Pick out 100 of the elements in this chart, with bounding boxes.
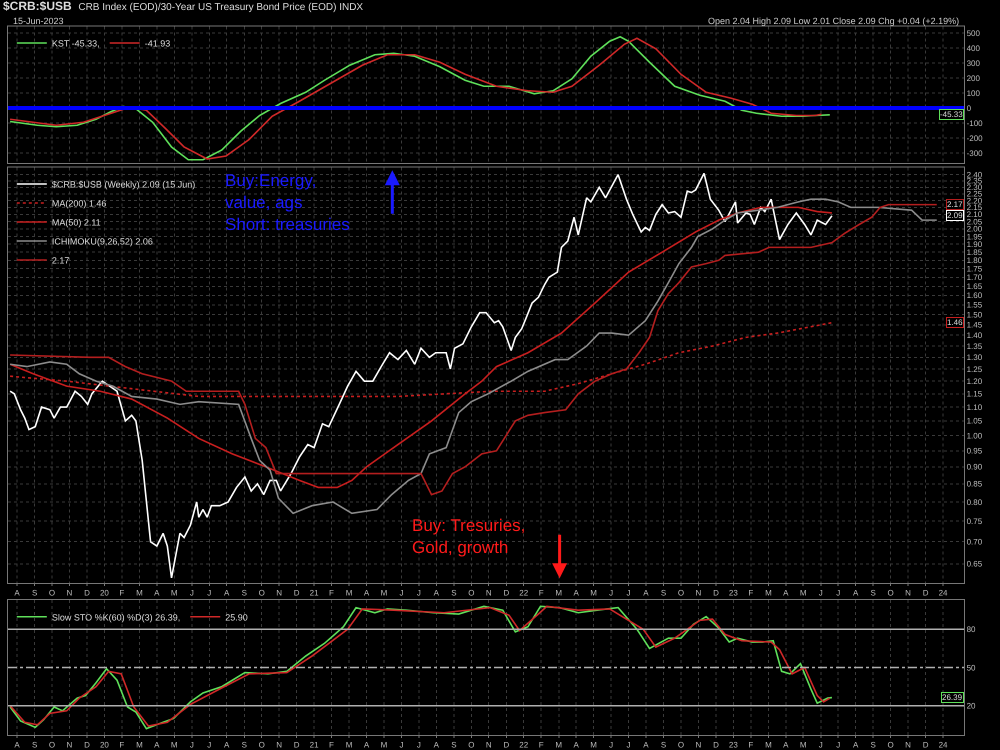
y-tick-label: 0.75 — [966, 516, 983, 526]
x-tick-label: F — [329, 740, 334, 750]
y-tick-label: 1.80 — [966, 256, 983, 266]
x-tick-label: M — [555, 588, 562, 598]
y-tick-label: 2.25 — [966, 190, 983, 199]
y-tick-label: 0.70 — [966, 538, 983, 547]
x-tick-label: O — [48, 588, 56, 598]
x-tick-label: J — [818, 740, 823, 750]
chart-title: $CRB:$USB — [3, 0, 72, 13]
x-tick-label: 23 — [728, 588, 738, 598]
x-tick-label: 21 — [310, 740, 320, 750]
legend-label: -41.93 — [144, 38, 170, 49]
y-tick-label: 1.35 — [966, 342, 983, 351]
x-tick-label: M — [170, 588, 178, 598]
x-tick-label: F — [538, 740, 544, 750]
x-tick-label: D — [713, 588, 720, 598]
x-tick-label: M — [800, 588, 807, 598]
x-tick-label: F — [119, 740, 124, 750]
x-tick-label: A — [783, 740, 790, 750]
x-tick-label: D — [503, 588, 510, 598]
x-tick-label: A — [643, 588, 650, 598]
x-tick-label: O — [888, 740, 894, 750]
x-tick-label: M — [590, 740, 598, 750]
x-tick-label: S — [870, 740, 876, 750]
x-tick-label: 20 — [100, 588, 110, 598]
y-tick-label: 0.85 — [966, 480, 983, 489]
x-tick-label: J — [400, 740, 404, 750]
x-tick-label: S — [242, 740, 247, 750]
x-tick-label: J — [626, 740, 631, 750]
x-tick-label: F — [748, 740, 754, 750]
x-tick-label: A — [364, 740, 370, 750]
x-tick-label: O — [888, 588, 894, 598]
x-tick-label: N — [695, 740, 702, 750]
y-tick-label: 500 — [966, 28, 980, 38]
x-tick-label: M — [346, 588, 353, 598]
x-tick-label: N — [486, 740, 492, 750]
y-tick-label: 1.90 — [966, 240, 983, 250]
x-tick-label: O — [678, 740, 684, 750]
annotation: 1.46 — [947, 318, 964, 327]
x-tick-label: A — [643, 740, 650, 750]
x-tick-label: S — [242, 588, 247, 598]
x-tick-label: 22 — [519, 588, 529, 598]
x-tick-label: M — [136, 588, 144, 598]
y-tick-label: 50 — [966, 663, 976, 672]
x-tick-label: J — [626, 588, 631, 598]
x-tick-label: D — [713, 740, 720, 750]
x-tick-label: F — [538, 588, 544, 598]
x-tick-label: 21 — [310, 588, 320, 598]
x-tick-label: A — [852, 588, 859, 598]
x-tick-label: J — [609, 588, 614, 598]
y-tick-label: 2.00 — [966, 224, 983, 234]
x-tick-label: 24 — [938, 740, 948, 750]
x-tick-label: A — [573, 740, 580, 750]
x-tick-label: D — [922, 740, 929, 750]
x-tick-label: O — [258, 588, 265, 598]
y-tick-label: -300 — [966, 148, 984, 158]
x-tick-label: A — [434, 740, 440, 750]
x-tick-label: F — [119, 588, 124, 598]
x-tick-label: A — [14, 588, 20, 598]
y-tick-label: 1.50 — [966, 310, 983, 320]
y-tick-label: 1.20 — [966, 376, 983, 386]
y-tick-label: 1.15 — [966, 390, 983, 399]
x-tick-label: A — [154, 588, 160, 598]
x-tick-label: O — [468, 740, 474, 750]
x-tick-label: J — [207, 740, 212, 750]
legend-label: MA(200) 1.46 — [52, 198, 106, 209]
x-tick-label: D — [84, 588, 90, 598]
x-tick-label: A — [224, 588, 230, 598]
x-tick-label: S — [32, 588, 38, 598]
x-tick-label: M — [136, 740, 144, 750]
x-tick-label: 22 — [519, 740, 529, 750]
x-tick-label: J — [836, 740, 840, 750]
text: Open 2.04 High 2.09 Low 2.01 Close 2.09 Chg +0.04 (+2.19%) — [708, 16, 960, 26]
y-tick-label: 1.75 — [966, 264, 983, 274]
y-tick-label: 1.60 — [966, 291, 983, 300]
annotation: Buy: Tresuries, Gold, growth — [412, 516, 526, 558]
y-tick-label: 2.40 — [966, 170, 983, 180]
annotation: 26.39 — [942, 693, 963, 702]
x-tick-label: S — [451, 740, 457, 750]
x-tick-label: N — [276, 588, 282, 598]
x-tick-label: O — [678, 588, 684, 598]
legend-label: 2.17 — [52, 256, 70, 266]
x-tick-label: M — [800, 740, 807, 750]
x-tick-label: N — [905, 740, 912, 750]
y-tick-label: -100 — [966, 118, 984, 128]
x-tick-label: S — [660, 740, 666, 750]
x-tick-label: M — [380, 740, 388, 750]
x-tick-label: S — [660, 588, 666, 598]
x-tick-label: S — [870, 588, 876, 598]
x-tick-label: D — [294, 588, 300, 598]
y-tick-label: 0.65 — [966, 560, 983, 569]
x-tick-label: M — [555, 740, 562, 750]
legend-label: MA(50) 2.11 — [52, 218, 101, 228]
y-tick-label: -200 — [966, 134, 984, 143]
x-tick-label: M — [170, 740, 178, 750]
y-tick-label: 100 — [966, 88, 980, 98]
y-tick-label: 2.30 — [966, 183, 983, 192]
x-tick-label: A — [154, 740, 160, 750]
legend-label: $CRB:$USB (Weekly) 2.09 (15 Jun) — [52, 180, 196, 190]
x-tick-label: 23 — [728, 740, 738, 750]
